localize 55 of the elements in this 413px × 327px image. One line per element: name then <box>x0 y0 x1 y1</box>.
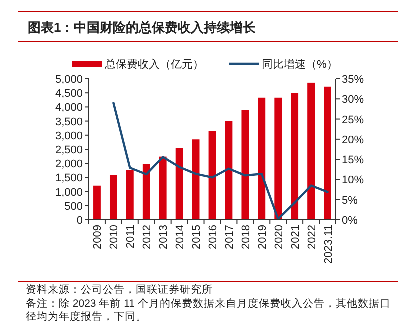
y-tick-label: 1,000 <box>55 186 83 199</box>
y2-tick-label: 20% <box>342 134 364 146</box>
bar <box>274 98 282 220</box>
bar <box>291 93 299 220</box>
x-tick-label: 2014 <box>174 225 187 250</box>
bar <box>94 186 101 220</box>
legend-label: 总保费收入（亿元） <box>104 58 204 71</box>
y2-tick-label: 10% <box>342 174 364 187</box>
bar <box>308 82 316 220</box>
bar <box>110 175 118 220</box>
x-tick-label: 2023.11 <box>322 225 335 264</box>
y2-tick-label: 25% <box>342 114 364 126</box>
y2-tick-label: 15% <box>342 154 364 167</box>
bar <box>242 110 250 220</box>
legend-label: 同比增速（%） <box>262 58 338 71</box>
y-tick-label: 4,000 <box>55 102 83 114</box>
bar <box>324 86 332 220</box>
y-tick-label: 5,000 <box>55 74 83 86</box>
y-tick-label: 3,000 <box>55 130 83 142</box>
y-tick-label: 2,500 <box>55 144 83 156</box>
x-tick-label: 2009 <box>92 225 104 250</box>
y2-tick-label: 0% <box>342 215 358 227</box>
text: 备注：除 2023 年前 11 个月的保费数据来自月度保费收入公告，其他数据口径均为年度报告，下同。 <box>26 298 392 324</box>
y-tick-label: 4,500 <box>55 88 83 100</box>
y-tick-label: 3,500 <box>55 116 83 128</box>
x-tick-label: 2016 <box>208 225 220 250</box>
bar <box>126 170 134 220</box>
x-tick-label: 2010 <box>108 225 121 250</box>
y-tick-label: 500 <box>64 200 83 213</box>
x-tick-label: 2013 <box>158 225 170 250</box>
y-tick-label: 1,500 <box>55 172 83 185</box>
line-series <box>112 102 329 220</box>
x-tick-label: 2021 <box>290 225 302 250</box>
x-tick-label: 2011 <box>125 225 138 249</box>
y2-tick-label: 35% <box>342 74 364 86</box>
chart-title: 图表1：中国财险的总保费收入持续增长 <box>28 20 258 35</box>
bar <box>159 156 167 220</box>
text: 资料来源：公司公告，国联证券研究所 <box>26 284 214 297</box>
bar <box>142 164 150 220</box>
bar <box>258 98 266 220</box>
x-tick-label: 2012 <box>142 225 154 250</box>
x-tick-label: 2022 <box>306 225 318 250</box>
x-tick-label: 2015 <box>191 225 204 250</box>
bar <box>225 121 233 220</box>
y-tick-label: 2,000 <box>55 158 83 171</box>
x-tick-label: 2017 <box>224 225 236 250</box>
y2-tick-label: 5% <box>342 194 358 207</box>
x-tick-label: 2020 <box>273 225 286 250</box>
bar <box>208 131 216 220</box>
y-tick-label: 0 <box>76 215 83 227</box>
bar <box>192 140 200 220</box>
x-tick-label: 2018 <box>240 225 252 250</box>
x-tick-label: 2019 <box>256 225 269 250</box>
y2-tick-label: 30% <box>342 94 364 106</box>
bar <box>176 148 184 220</box>
